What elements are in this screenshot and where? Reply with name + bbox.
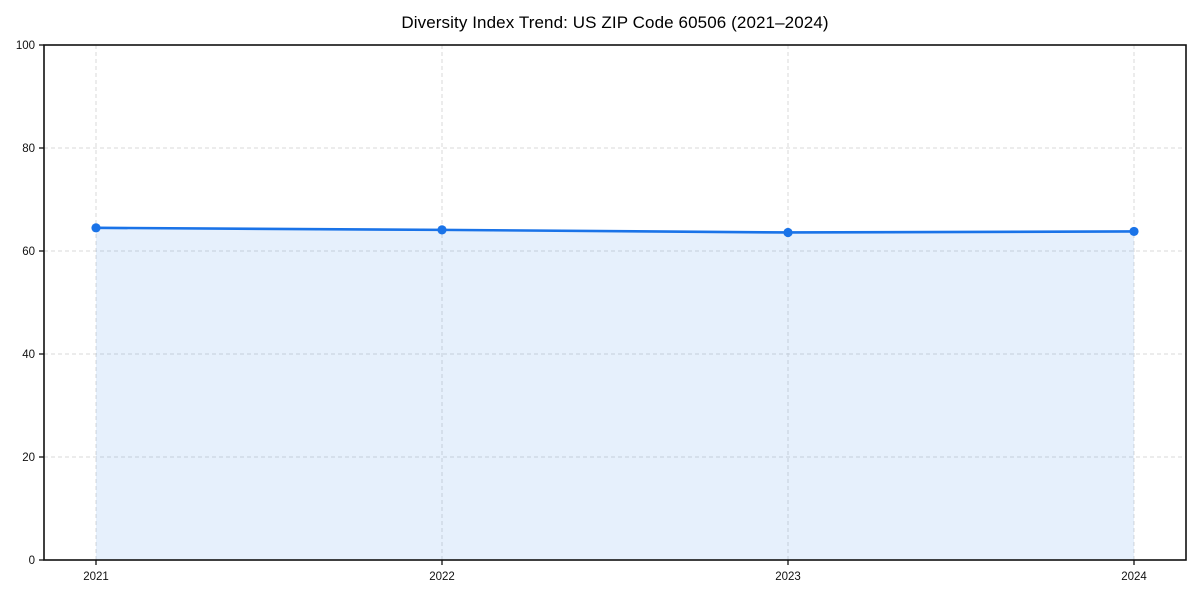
series-line (94, 226, 1136, 234)
data-point-2023 (783, 227, 793, 238)
series-markers (91, 223, 1139, 238)
x-tick-label: 2022 (429, 571, 455, 583)
x-tick-label: 2024 (1121, 571, 1147, 583)
plot-border (43, 44, 1187, 561)
data-point-2024 (1129, 226, 1139, 237)
data-point-2022 (437, 225, 447, 235)
series-area-fill (96, 227, 1134, 560)
data-point-2021 (91, 223, 101, 233)
y-tick-label: 0 (29, 555, 35, 567)
x-tick-label: 2021 (83, 571, 109, 583)
chart-title: Diversity Index Trend: US ZIP Code 60506… (401, 13, 829, 32)
x-tick-label: 2023 (775, 571, 801, 583)
y-tick-label: 20 (22, 452, 35, 464)
y-tick-label: 40 (22, 349, 35, 361)
y-tick-label: 60 (22, 246, 35, 258)
x-axis: 2021 2022 2023 2024 (83, 560, 1147, 583)
y-axis: 0 20 40 60 80 100 (16, 40, 44, 567)
y-tick-label: 80 (22, 143, 35, 155)
y-tick-label: 100 (16, 40, 35, 52)
gridlines (44, 45, 1186, 560)
